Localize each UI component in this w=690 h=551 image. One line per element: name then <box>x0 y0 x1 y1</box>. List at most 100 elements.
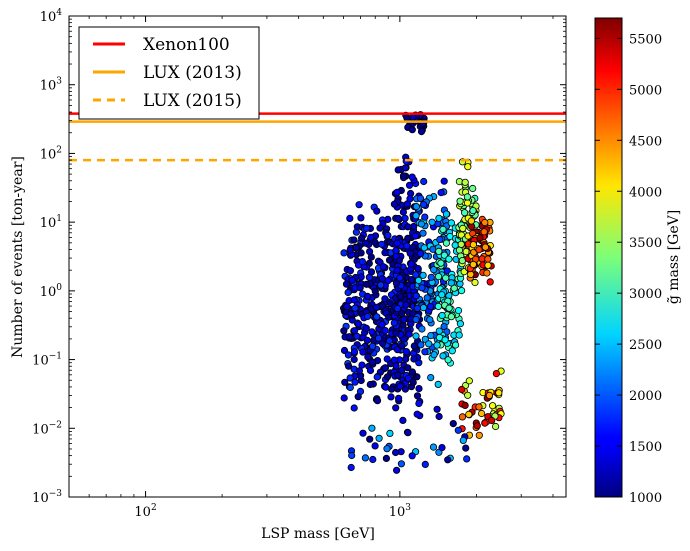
scatter-point <box>404 429 412 437</box>
scatter-point <box>412 292 420 300</box>
y-tick-label: 10−1 <box>32 352 62 369</box>
scatter-point <box>459 436 467 444</box>
scatter-point <box>448 347 456 355</box>
colorbar-tick-label: 5000 <box>629 83 662 98</box>
scatter-point <box>381 249 389 257</box>
scatter-point <box>455 331 463 339</box>
scatter-point <box>410 355 418 363</box>
scatter-point <box>392 404 400 412</box>
scatter-point <box>427 273 435 281</box>
scatter-point <box>457 286 466 295</box>
scatter-point <box>475 246 483 254</box>
legend-label-lux-2015: LUX (2015) <box>143 91 242 111</box>
scatter-point <box>442 210 450 218</box>
scatter-point <box>451 341 460 349</box>
scatter-point <box>414 276 423 284</box>
scatter-point <box>439 225 447 233</box>
scatter-point <box>346 246 354 254</box>
scatter-point <box>441 336 449 344</box>
scatter-point <box>382 383 390 391</box>
scatter-point <box>447 313 455 321</box>
scatter-point <box>406 249 414 257</box>
scatter-point <box>393 239 401 247</box>
scatter-point <box>435 412 443 421</box>
scatter-point <box>459 224 467 232</box>
scatter-point <box>387 393 395 401</box>
scatter-point <box>437 189 445 197</box>
scatter-point <box>418 284 426 292</box>
scatter-point <box>350 355 358 364</box>
scatter-point <box>420 177 428 186</box>
colorbar-label: g̃ mass [GeV] <box>666 210 682 304</box>
colorbar-tick-label: 1000 <box>629 491 662 506</box>
scatter-point <box>402 355 410 363</box>
y-tick-label: 100 <box>40 283 63 300</box>
scatter-point <box>469 184 477 193</box>
scatter-point <box>390 200 398 208</box>
scatter-point <box>357 214 365 222</box>
scatter-point <box>434 380 442 388</box>
scatter-point <box>461 178 469 186</box>
scatter-point <box>481 243 489 251</box>
y-axis-label: Number of events [ton-year] <box>10 156 26 358</box>
scatter-point <box>426 302 435 311</box>
scatter-point <box>435 247 443 255</box>
scatter-point <box>373 207 381 215</box>
scatter-point <box>445 304 453 312</box>
scatter-point <box>412 203 420 211</box>
scatter-point <box>381 326 389 335</box>
scatter-point <box>396 293 405 301</box>
scatter-point <box>368 342 377 350</box>
scatter-point <box>473 422 481 430</box>
scatter-point <box>425 340 433 348</box>
scatter-point <box>475 403 483 411</box>
scatter-point <box>445 255 453 263</box>
scatter-point <box>340 394 348 402</box>
scatter-point <box>477 409 486 418</box>
scatter-point <box>366 380 374 389</box>
scatter-point <box>404 234 412 242</box>
scatter-point <box>369 455 377 464</box>
scatter-point <box>340 327 348 335</box>
colorbar-tick-label: 3500 <box>629 236 662 251</box>
scatter-point <box>439 352 447 360</box>
scatter-point <box>350 327 359 335</box>
scatter-point <box>405 330 413 338</box>
scatter-point <box>444 356 452 364</box>
scatter-point <box>342 280 351 288</box>
scatter-point <box>363 292 372 300</box>
scatter-point <box>392 279 400 287</box>
colorbar-tick-label: 2500 <box>629 338 662 353</box>
scatter-point <box>484 261 492 269</box>
scatter-point <box>397 309 406 318</box>
scatter-point <box>426 316 434 324</box>
scatter-point <box>419 201 428 209</box>
scatter-point <box>393 266 401 275</box>
scatter-point <box>392 329 400 337</box>
scatter-point <box>469 241 477 249</box>
scatter-point <box>408 452 416 460</box>
scatter-point <box>404 223 412 231</box>
scatter-point <box>475 431 483 439</box>
scatter-point <box>408 126 416 134</box>
scatter-point <box>469 260 477 269</box>
scatter-point <box>492 369 500 378</box>
scatter-point <box>358 361 366 369</box>
scatter-point <box>415 399 423 408</box>
scatter-point <box>393 188 401 196</box>
y-tick-label: 103 <box>40 77 63 94</box>
scatter-point <box>357 234 366 242</box>
y-tick-label: 104 <box>40 8 63 25</box>
colorbar-tick-label: 4000 <box>629 185 662 200</box>
scatter-point <box>488 416 496 425</box>
x-tick-label: 102 <box>134 503 156 520</box>
scatter-point <box>462 444 470 452</box>
scatter-point <box>340 346 349 355</box>
scatter-point <box>435 327 443 335</box>
scatter-point <box>403 242 411 250</box>
scatter-point <box>363 312 372 320</box>
scatter-points <box>339 111 505 474</box>
scatter-point <box>373 397 382 405</box>
scatter-point <box>456 197 464 205</box>
scatter-point <box>371 442 379 450</box>
